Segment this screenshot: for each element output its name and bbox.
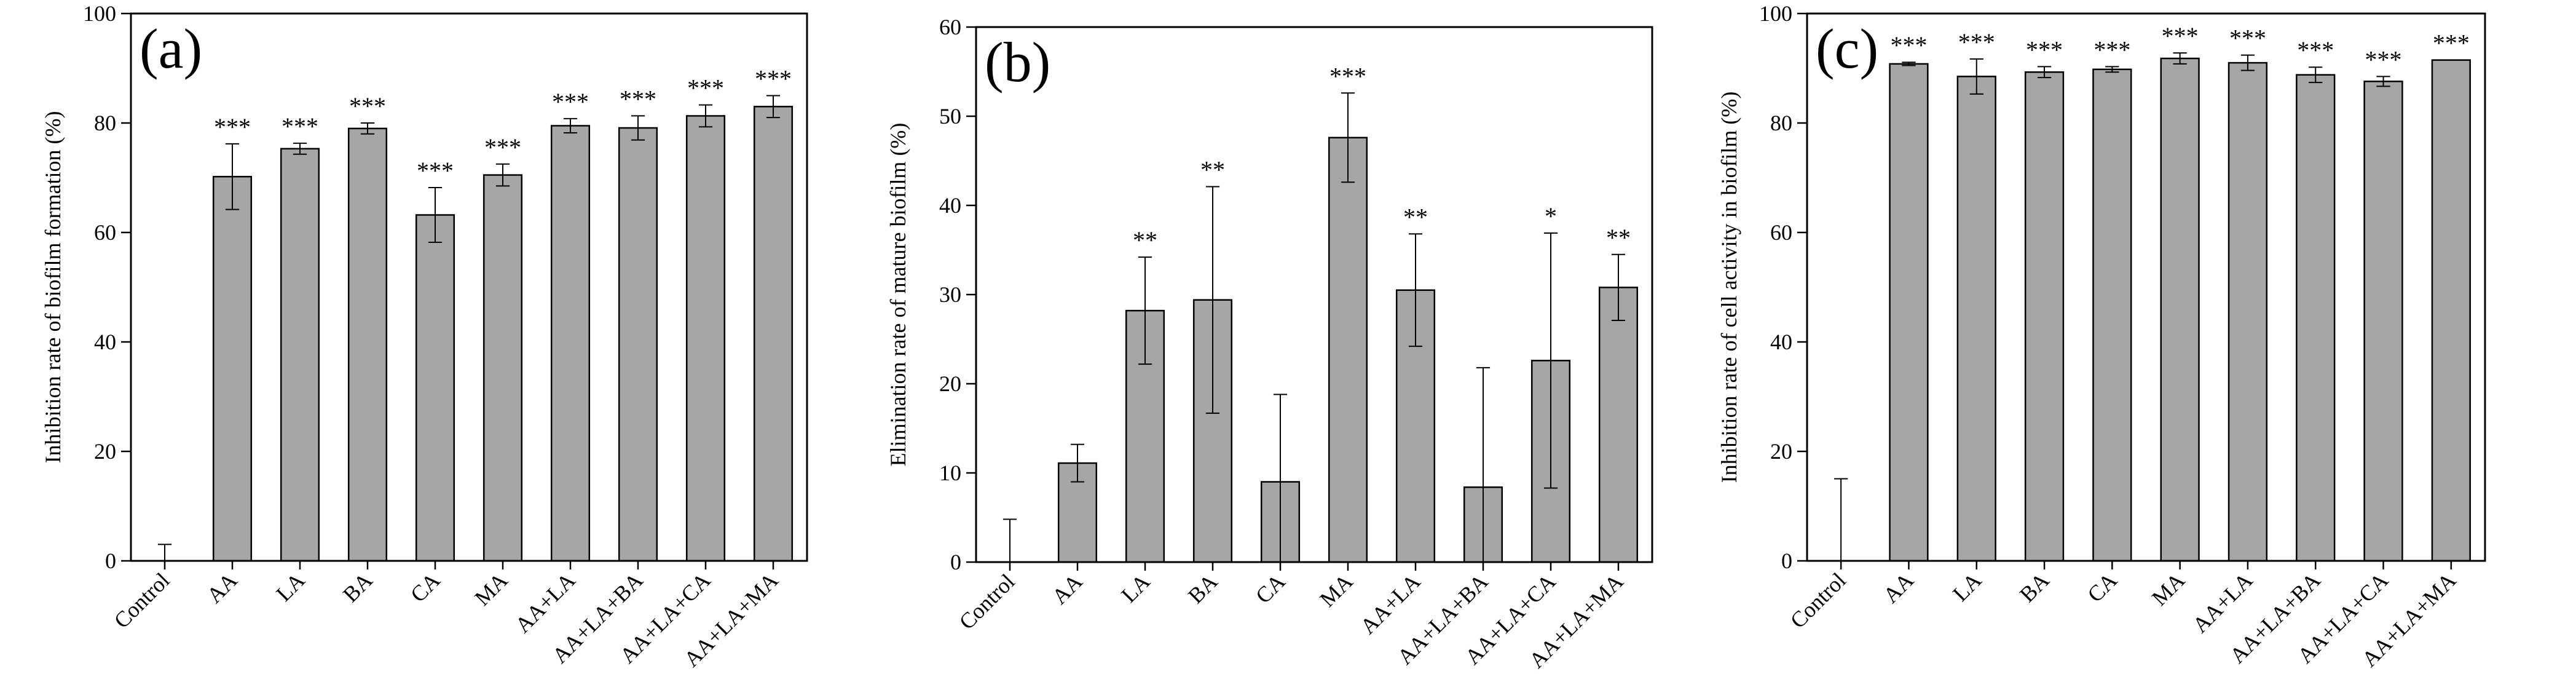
y-tick-label-30: 30 bbox=[939, 282, 961, 307]
x-tick-label-AA+LA: AA+LA bbox=[510, 568, 580, 637]
y-tick-label-100: 100 bbox=[83, 1, 116, 26]
y-tick-label-80: 80 bbox=[1770, 111, 1792, 135]
chart-panel-1: Control *** AA *** LA *** BA *** CA *** MA *** AA+LA… bbox=[41, 1, 808, 672]
bar-BA bbox=[2024, 71, 2065, 562]
x-tick-label-BA: BA bbox=[1183, 569, 1223, 608]
x-tick-label-CA: CA bbox=[1251, 569, 1290, 608]
significance-label-BA: *** bbox=[349, 92, 386, 120]
x-tick-label-Control: Control bbox=[109, 568, 175, 633]
x-tick-label-MA: MA bbox=[1315, 569, 1357, 611]
bar-AA bbox=[212, 175, 253, 562]
x-tick-label-AA: AA bbox=[1047, 569, 1087, 609]
y-tick-label-40: 40 bbox=[1770, 330, 1792, 354]
x-tick-label-LA: LA bbox=[1116, 569, 1154, 607]
significance-label-LA: *** bbox=[282, 113, 318, 140]
significance-label-CA: *** bbox=[2093, 36, 2130, 63]
x-tick-label-Control: Control bbox=[955, 569, 1020, 634]
bar-MA bbox=[1328, 137, 1368, 563]
y-axis-label: Elimination rate of mature biofilm (%) bbox=[886, 123, 910, 467]
y-tick-label-50: 50 bbox=[939, 104, 961, 129]
bar-LA bbox=[280, 148, 320, 562]
x-tick-label-Control: Control bbox=[1786, 568, 1851, 633]
significance-label-BA: ** bbox=[1200, 156, 1225, 184]
bar-MA bbox=[483, 174, 523, 562]
x-tick-label-CA: CA bbox=[2082, 568, 2122, 607]
y-tick-label-10: 10 bbox=[939, 461, 961, 485]
significance-label-MA: *** bbox=[2162, 22, 2199, 50]
bar-AA bbox=[1889, 63, 1929, 562]
y-axis-label: Inhibition rate of biofilm formation (%) bbox=[41, 111, 65, 464]
x-tick-label-BA: BA bbox=[338, 568, 377, 607]
significance-label-AA+LA: *** bbox=[552, 88, 589, 116]
bar-AA+LA+MA bbox=[753, 106, 794, 562]
significance-label-AA+LA+BA: *** bbox=[2297, 36, 2334, 64]
y-tick-label-20: 20 bbox=[939, 371, 961, 396]
y-tick-label-0: 0 bbox=[1781, 549, 1792, 573]
y-tick-label-60: 60 bbox=[1770, 220, 1792, 245]
y-tick-label-40: 40 bbox=[939, 193, 961, 218]
x-tick-label-BA: BA bbox=[2015, 568, 2054, 607]
x-tick-label-CA: CA bbox=[406, 568, 445, 607]
bar-AA+LA+BA bbox=[2296, 74, 2336, 562]
y-tick-label-40: 40 bbox=[94, 330, 116, 354]
panel-label: (b) bbox=[985, 31, 1050, 93]
panel-label: (a) bbox=[140, 17, 202, 80]
significance-label-AA+LA: *** bbox=[2229, 25, 2266, 52]
x-tick-label-LA: LA bbox=[1948, 568, 1986, 606]
y-tick-label-60: 60 bbox=[939, 15, 961, 39]
plot-frame bbox=[1806, 12, 2486, 562]
y-tick-label-60: 60 bbox=[94, 220, 116, 245]
x-tick-label-AA: AA bbox=[202, 568, 242, 608]
bar-AA+LA+MA bbox=[2431, 59, 2471, 562]
plot-frame bbox=[130, 12, 808, 562]
panel-label: (c) bbox=[1816, 17, 1878, 80]
bar-CA bbox=[415, 214, 455, 562]
x-tick-label-AA: AA bbox=[1878, 568, 1918, 608]
bar-AA+LA bbox=[550, 125, 591, 562]
y-tick-label-20: 20 bbox=[1770, 439, 1792, 464]
bar-LA bbox=[1956, 76, 1996, 562]
significance-label-MA: *** bbox=[484, 133, 521, 161]
y-tick-label-0: 0 bbox=[105, 549, 116, 573]
bar-MA bbox=[2160, 57, 2200, 562]
bar-AA+LA+CA bbox=[2363, 81, 2403, 562]
significance-label-AA+LA+CA: * bbox=[1545, 202, 1557, 230]
y-tick-label-20: 20 bbox=[94, 439, 116, 464]
bar-AA+LA+CA bbox=[685, 115, 726, 562]
x-tick-label-AA+LA: AA+LA bbox=[2188, 568, 2257, 637]
significance-label-CA: *** bbox=[417, 157, 454, 184]
significance-label-AA+LA+BA: *** bbox=[620, 85, 656, 113]
significance-label-MA: *** bbox=[1329, 62, 1366, 90]
significance-label-LA: ** bbox=[1133, 226, 1157, 254]
y-axis-label: Inhibition rate of cell activity in biof… bbox=[1717, 92, 1741, 483]
bar-AA+LA bbox=[2227, 61, 2268, 562]
bar-CA bbox=[2092, 68, 2132, 562]
significance-label-AA+LA+CA: *** bbox=[687, 74, 724, 102]
y-tick-label-0: 0 bbox=[950, 550, 961, 574]
bar-AA+LA+MA bbox=[1598, 287, 1639, 563]
y-tick-label-100: 100 bbox=[1759, 1, 1792, 26]
significance-label-BA: *** bbox=[2026, 36, 2063, 63]
significance-label-AA: *** bbox=[1890, 31, 1927, 59]
x-tick-label-MA: MA bbox=[2147, 568, 2189, 610]
bar-BA bbox=[347, 127, 388, 562]
significance-label-LA: *** bbox=[1958, 28, 1995, 56]
significance-label-AA+LA+CA: *** bbox=[2365, 46, 2402, 73]
x-tick-label-LA: LA bbox=[271, 568, 309, 606]
x-tick-label-MA: MA bbox=[470, 568, 512, 610]
chart-panel-3: Control *** AA *** LA *** BA *** CA *** MA *** AA+LA… bbox=[1717, 1, 2486, 672]
x-tick-label-AA+LA: AA+LA bbox=[1355, 569, 1425, 638]
significance-label-AA+LA+MA: *** bbox=[755, 65, 792, 93]
significance-label-AA: *** bbox=[214, 113, 251, 141]
chart-panel-2: Control AA**LA**BA CA***MA**AA+LAAA+LA+BA*… bbox=[886, 15, 1653, 673]
y-tick-label-80: 80 bbox=[94, 111, 116, 135]
bar-AA+LA+BA bbox=[618, 127, 658, 562]
significance-label-AA+LA+MA: *** bbox=[2433, 30, 2470, 57]
significance-label-AA+LA+MA: ** bbox=[1606, 224, 1631, 252]
significance-label-AA+LA: ** bbox=[1403, 203, 1428, 231]
